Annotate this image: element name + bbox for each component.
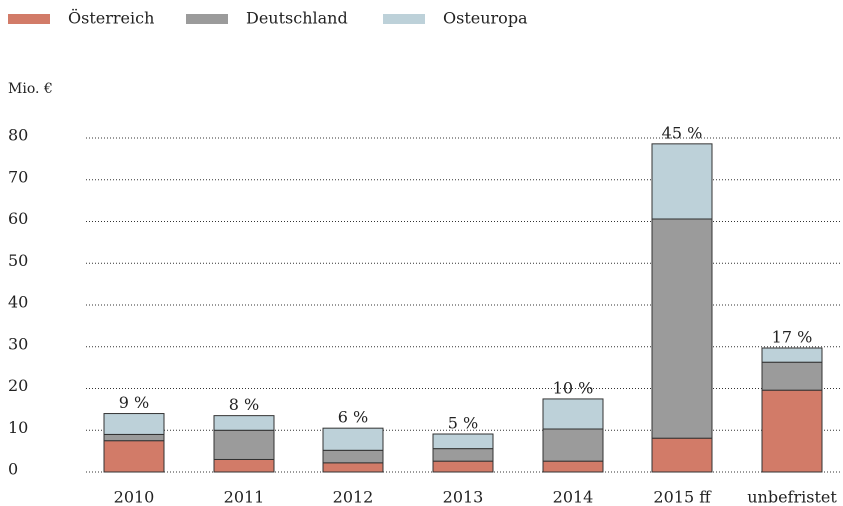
bar-label: 10 %: [553, 378, 594, 397]
bar-label: 6 %: [338, 408, 368, 427]
legend-label: Österreich: [68, 8, 154, 28]
bar-label: 45 %: [662, 123, 703, 142]
bar-segment: [322, 427, 384, 451]
bar-segment: [651, 437, 713, 473]
bar-label: 8 %: [229, 395, 259, 414]
legend-label: Osteuropa: [443, 9, 528, 28]
x-tick-label: 2011: [224, 488, 265, 506]
bar-segment: [761, 361, 823, 391]
legend-label: Deutschland: [246, 9, 348, 28]
bar-segment: [432, 448, 494, 462]
bar-segment: [761, 389, 823, 473]
bar-segment: [432, 460, 494, 473]
x-tick-label: 2015 ff: [653, 488, 712, 506]
bar-segment: [761, 347, 823, 363]
bar-segment: [103, 413, 165, 435]
bar-label: 17 %: [772, 328, 813, 347]
y-tick-label: 30: [8, 334, 28, 353]
bar-segment: [651, 143, 713, 220]
bar-segment: [103, 433, 165, 442]
x-tick-label: unbefristet: [747, 488, 837, 506]
y-tick-label: 10: [8, 418, 28, 437]
y-tick-label: 60: [8, 209, 28, 228]
bar-segment: [432, 433, 494, 450]
y-axis-label: Mio. €: [8, 81, 53, 97]
y-tick-label: 50: [8, 251, 28, 270]
bar-segment: [542, 428, 604, 462]
bar-segment: [322, 462, 384, 473]
bar-segment: [103, 440, 165, 473]
x-tick-label: 2013: [443, 488, 484, 506]
bar-segment: [651, 218, 713, 439]
legend-swatch: [8, 14, 50, 24]
y-tick-label: 40: [8, 293, 28, 312]
bar-segment: [213, 415, 275, 431]
legend-swatch: [186, 14, 228, 24]
bar-label: 9 %: [119, 393, 149, 412]
bar-segment: [322, 449, 384, 464]
x-tick-label: 2010: [114, 488, 155, 506]
x-tick-label: 2014: [553, 488, 594, 506]
y-tick-label: 0: [8, 460, 18, 479]
bar-label: 5 %: [448, 414, 478, 433]
bar-segment: [213, 458, 275, 473]
bar-segment: [542, 460, 604, 473]
legend-swatch: [383, 14, 425, 24]
y-tick-label: 80: [8, 126, 28, 145]
y-tick-label: 20: [8, 376, 28, 395]
bar-segment: [542, 398, 604, 430]
y-tick-label: 70: [8, 167, 28, 186]
bar-segment: [213, 429, 275, 460]
x-tick-label: 2012: [333, 488, 374, 506]
